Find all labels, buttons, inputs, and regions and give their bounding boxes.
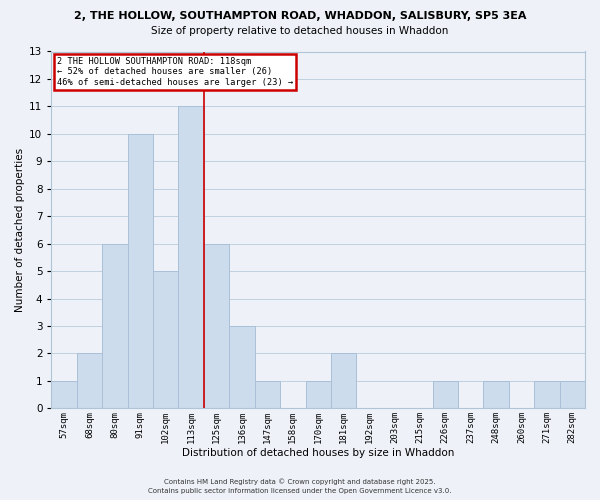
X-axis label: Distribution of detached houses by size in Whaddon: Distribution of detached houses by size … <box>182 448 454 458</box>
Bar <box>560 381 585 408</box>
Bar <box>433 381 458 408</box>
Bar <box>484 381 509 408</box>
Text: Size of property relative to detached houses in Whaddon: Size of property relative to detached ho… <box>151 26 449 36</box>
Text: 2 THE HOLLOW SOUTHAMPTON ROAD: 118sqm
← 52% of detached houses are smaller (26)
: 2 THE HOLLOW SOUTHAMPTON ROAD: 118sqm ← … <box>57 57 293 86</box>
Bar <box>77 354 102 408</box>
Bar <box>153 271 178 408</box>
Bar <box>52 381 77 408</box>
Bar <box>102 244 128 408</box>
Bar <box>128 134 153 408</box>
Bar <box>255 381 280 408</box>
Bar <box>229 326 255 408</box>
Text: 2, THE HOLLOW, SOUTHAMPTON ROAD, WHADDON, SALISBURY, SP5 3EA: 2, THE HOLLOW, SOUTHAMPTON ROAD, WHADDON… <box>74 11 526 21</box>
Y-axis label: Number of detached properties: Number of detached properties <box>15 148 25 312</box>
Bar <box>178 106 204 408</box>
Bar <box>305 381 331 408</box>
Text: Contains HM Land Registry data © Crown copyright and database right 2025.
Contai: Contains HM Land Registry data © Crown c… <box>148 478 452 494</box>
Bar <box>534 381 560 408</box>
Bar <box>204 244 229 408</box>
Bar <box>331 354 356 408</box>
